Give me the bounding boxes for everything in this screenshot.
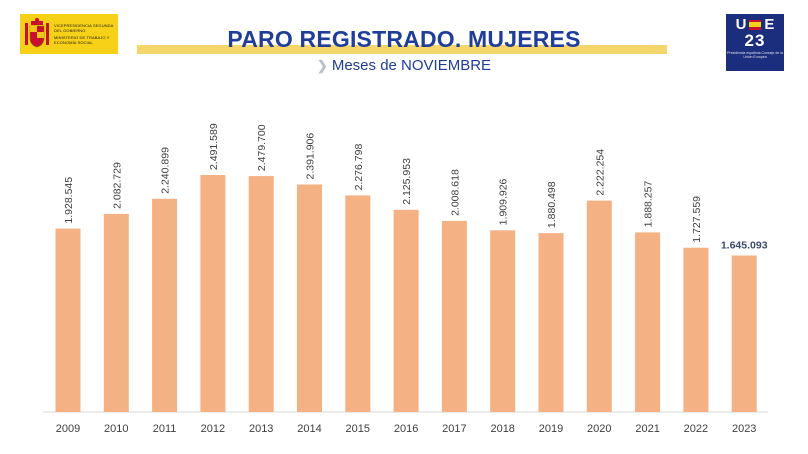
bar-2014 — [297, 184, 322, 412]
government-logo-line1: Vicepresidencia Segunda del Gobierno — [54, 23, 114, 33]
value-labels-group: 1.928.545 2.082.729 2.240.899 2.491.589 2.47… — [63, 123, 768, 251]
value-label-2011: 2.240.899 — [160, 147, 172, 194]
bar-2016 — [393, 209, 419, 412]
eu-logo-year: 23 — [744, 31, 766, 50]
eu-logo-subtitle: Presidencia española Consejo de la Unión… — [727, 51, 783, 59]
bar-2012 — [200, 175, 226, 412]
x-tick-label-2020: 2020 — [587, 423, 611, 435]
bar-2011 — [152, 198, 178, 412]
x-tick-label-2019: 2019 — [539, 423, 563, 435]
x-tick-label-2023: 2023 — [732, 423, 756, 435]
x-tick-label-2021: 2021 — [635, 423, 659, 435]
government-logo-text: Vicepresidencia Segunda del Gobierno Min… — [54, 23, 115, 45]
value-label-2016: 2.125.953 — [401, 158, 413, 205]
value-label-2023: 1.645.093 — [721, 240, 768, 252]
chart-subtitle-wrap: ❯ Meses de NOVIEMBRE — [0, 57, 808, 74]
bar-2023 — [731, 255, 757, 412]
eu-logo-top-row: U E — [736, 17, 775, 32]
eu-logo-flag-letter: E — [764, 16, 775, 33]
value-label-2017: 2.008.618 — [449, 169, 461, 216]
x-tick-label-2022: 2022 — [684, 423, 708, 435]
chart-title: PARO REGISTRADO. MUJERES — [227, 26, 581, 52]
value-label-2018: 1.909.926 — [498, 178, 510, 225]
value-label-2013: 2.479.700 — [256, 124, 268, 171]
x-tick-label-2011: 2011 — [153, 423, 177, 435]
x-tick-label-2013: 2013 — [249, 423, 273, 435]
coat-of-arms-icon — [25, 18, 49, 48]
value-label-2020: 2.222.254 — [594, 149, 606, 196]
value-label-2014: 2.391.906 — [305, 133, 317, 180]
x-tick-label-2015: 2015 — [346, 423, 370, 435]
bar-2018 — [490, 230, 516, 412]
bar-2022 — [683, 247, 709, 412]
bars-group — [55, 175, 757, 412]
value-label-2015: 2.276.798 — [353, 144, 365, 191]
chart-subtitle: Meses de NOVIEMBRE — [331, 57, 492, 74]
government-logo: Vicepresidencia Segunda del Gobierno Min… — [20, 14, 118, 54]
bar-2013 — [248, 176, 274, 412]
bar-2009 — [55, 228, 81, 412]
bar-2015 — [345, 195, 371, 412]
bar-2019 — [538, 233, 564, 412]
spain-flag-icon — [749, 19, 762, 30]
bar-2017 — [441, 220, 467, 412]
bar-2010 — [103, 213, 129, 412]
value-label-2010: 2.082.729 — [111, 162, 123, 209]
x-tick-label-2010: 2010 — [104, 423, 128, 435]
value-label-2012: 2.491.589 — [208, 123, 220, 170]
bar-2020 — [586, 200, 612, 412]
x-tick-label-2017: 2017 — [442, 423, 466, 435]
value-label-2019: 1.880.498 — [546, 181, 558, 228]
x-tick-label-2016: 2016 — [394, 423, 418, 435]
government-logo-line2: Ministerio de Trabajo y Economía Social — [54, 35, 110, 45]
x-tick-label-2009: 2009 — [56, 423, 80, 435]
value-label-2009: 1.928.545 — [63, 177, 75, 224]
x-tick-label-2012: 2012 — [201, 423, 225, 435]
eu-presidency-logo: U E 23 Presidencia española Consejo de l… — [726, 14, 784, 71]
x-tick-label-2014: 2014 — [297, 423, 321, 435]
title-underline-bar — [137, 45, 667, 54]
value-label-2022: 1.727.559 — [691, 196, 703, 243]
x-tick-label-2018: 2018 — [490, 423, 514, 435]
eu-logo-letter: U — [735, 16, 747, 33]
chevron-right-icon: ❯ — [316, 58, 328, 73]
x-tick-labels-group: 2009 2010 2011 2012 2013 2014 2015 2016 2017 2018… — [56, 423, 757, 435]
bar-2021 — [635, 232, 661, 412]
value-label-2021: 1.888.257 — [643, 181, 655, 228]
